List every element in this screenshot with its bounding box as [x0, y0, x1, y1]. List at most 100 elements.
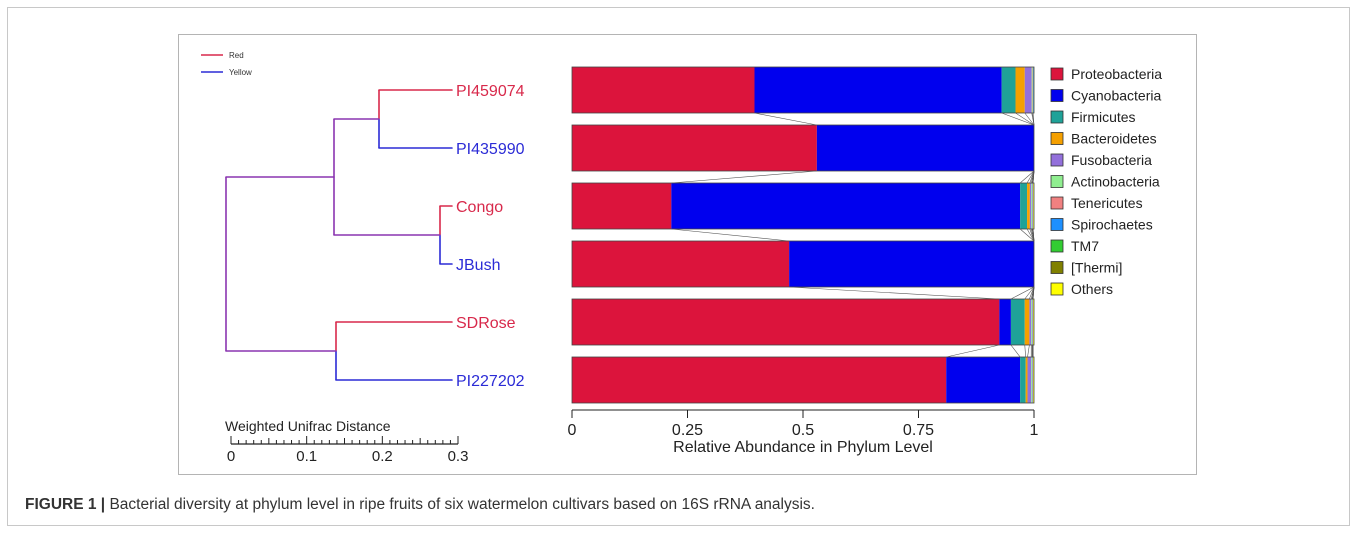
bar-segment-SDRose-actinobacteria [1031, 299, 1033, 345]
legend-swatch-others [1050, 282, 1064, 296]
tree-legend-label-red: Red [229, 51, 244, 60]
bar-segment-PI459074-firmicutes [1001, 67, 1016, 113]
bar-connector [1026, 228, 1035, 242]
caption-label: FIGURE 1 | [25, 496, 106, 513]
scale-tick-label: 0.1 [296, 448, 317, 465]
legend-swatch-actinobacteria [1050, 175, 1064, 188]
legend-label: TM7 [1071, 238, 1099, 254]
bar-connector [1001, 112, 1035, 126]
bar-segment-Congo-tenericutes [1032, 183, 1033, 229]
legend-label: Tenericutes [1071, 195, 1143, 211]
legend-label: Cyanobacteria [1071, 88, 1161, 104]
scale-bar-title: Weighted Unifrac Distance [225, 418, 391, 434]
bar-segment-JBush-proteobacteria [572, 241, 790, 287]
bar-segment-PI459074-bacteroidetes [1015, 67, 1025, 113]
bar-connector [1029, 286, 1035, 300]
bar-segment-PI227202-actinobacteria [1031, 357, 1033, 403]
leaf-label-jbush: JBush [456, 257, 500, 274]
bar-connector [1032, 170, 1035, 184]
legend-swatch-tenericutes [1050, 196, 1064, 210]
legend-swatch-tm7 [1050, 239, 1064, 253]
bar-segment-SDRose-spirochaetes [1032, 299, 1034, 345]
bar-outline [571, 124, 1035, 172]
legend-swatch-spirochaetes [1050, 218, 1064, 231]
bar-connector [671, 228, 790, 242]
bar-outline [571, 182, 1035, 230]
bar-outline [571, 240, 1035, 288]
bar-connector [1010, 286, 1035, 300]
legend-swatch-cyanobacteria [1050, 89, 1064, 102]
bar-connector [1010, 344, 1021, 358]
bar-segment-PI459074-fusobacteria [1024, 67, 1032, 113]
bar-connector [754, 112, 817, 126]
bar-connector [1032, 228, 1035, 242]
caption-text: Bacterial diversity at phylum level in r… [105, 496, 815, 513]
bar-connector [1032, 286, 1035, 300]
bar-segment-Congo-spirochaetes [1032, 183, 1034, 229]
bar-segment-SDRose-bacteroidetes [1024, 299, 1030, 345]
bar-segment-PI227202-proteobacteria [572, 357, 947, 403]
bar-outline [571, 298, 1035, 346]
scale-tick-label: 0 [227, 448, 235, 465]
x-axis-title: Relative Abundance in Phylum Level [673, 439, 933, 456]
bar-segment-PI227202-tenericutes [1032, 357, 1033, 403]
bar-connector [1032, 112, 1035, 126]
tree-legend-label-yellow: Yellow [229, 68, 252, 77]
figure-caption: FIGURE 1 | Bacterial diversity at phylum… [25, 496, 1345, 514]
bar-segment-SDRose-firmicutes [1010, 299, 1025, 345]
bar-segment-SDRose-fusobacteria [1029, 299, 1032, 345]
legend-label: Spirochaetes [1071, 217, 1153, 233]
leaf-label-congo: Congo [456, 199, 503, 216]
bar-outline [571, 66, 1035, 114]
bar-segment-PI459074-tenericutes [1032, 67, 1034, 113]
legend-swatch-firmicutes [1050, 110, 1064, 124]
legend-label: Fusobacteria [1071, 152, 1152, 168]
bar-segment-SDRose-proteobacteria [572, 299, 1000, 345]
legend-label: [Thermi] [1071, 260, 1122, 276]
bar-segment-PI459074-proteobacteria [572, 67, 755, 113]
leaf-label-pi459074: PI459074 [456, 83, 525, 100]
bar-segment-PI227202-firmicutes [1020, 357, 1026, 403]
legend-swatch-proteobacteria [1050, 67, 1064, 81]
x-tick-label: 0.75 [903, 422, 934, 439]
bar-connector [1024, 344, 1026, 358]
x-tick-label: 0 [568, 422, 577, 439]
bar-connector [1027, 344, 1030, 358]
legend-swatch-thermi [1050, 261, 1064, 274]
bar-segment-JBush-cyanobacteria [789, 241, 1034, 287]
scale-tick-label: 0.3 [448, 448, 469, 465]
bar-segment-Congo-fusobacteria [1029, 183, 1032, 229]
legend-label: Firmicutes [1071, 109, 1136, 125]
phylum-legend: Proteobacteria Cyanobacteria Firmicutes Bac… [1050, 66, 1162, 297]
bar-connector [946, 344, 1000, 358]
figure-panel: PI459074 PI435990 Congo JBush SDRose PI227202… [7, 7, 1350, 526]
leaf-label-sdrose: SDRose [456, 315, 516, 332]
bar-segment-Congo-others [1033, 183, 1034, 229]
bar-segment-PI227202-others [1033, 357, 1034, 403]
leaf-label-pi435990: PI435990 [456, 141, 525, 158]
legend-label: Actinobacteria [1071, 174, 1160, 190]
bar-segment-PI227202-fusobacteria [1027, 357, 1032, 403]
bar-connector [1024, 112, 1035, 126]
bar-segment-PI459074-actinobacteria [1031, 67, 1033, 113]
x-tick-label: 1 [1030, 422, 1039, 439]
bar-segment-PI459074-cyanobacteria [754, 67, 1002, 113]
bar-segment-PI459074-spirochaetes [1033, 67, 1034, 113]
bar-segment-PI435990-cyanobacteria [816, 125, 1034, 171]
bar-connector [1019, 170, 1035, 184]
bar-segment-PI435990-proteobacteria [572, 125, 817, 171]
bar-segment-PI227202-cyanobacteria [946, 357, 1021, 403]
bar-segment-Congo-firmicutes [1020, 183, 1028, 229]
figure-svg: PI459074 PI435990 Congo JBush SDRose PI227202… [201, 51, 1162, 465]
legend-swatch-fusobacteria [1050, 153, 1064, 167]
bar-segment-SDRose-others [1033, 299, 1034, 345]
bar-connector [1024, 286, 1035, 300]
bar-connector [1026, 170, 1035, 184]
bar-connector [671, 170, 817, 184]
bar-segment-PI227202-spirochaetes [1032, 357, 1034, 403]
figure-frame: PI459074 PI435990 Congo JBush SDRose PI227202… [178, 34, 1197, 475]
x-tick-label: 0.25 [672, 422, 703, 439]
bar-segment-SDRose-tenericutes [1032, 299, 1033, 345]
dendrogram: PI459074 PI435990 Congo JBush SDRose PI227202… [201, 51, 525, 465]
bar-segment-Congo-actinobacteria [1031, 183, 1033, 229]
